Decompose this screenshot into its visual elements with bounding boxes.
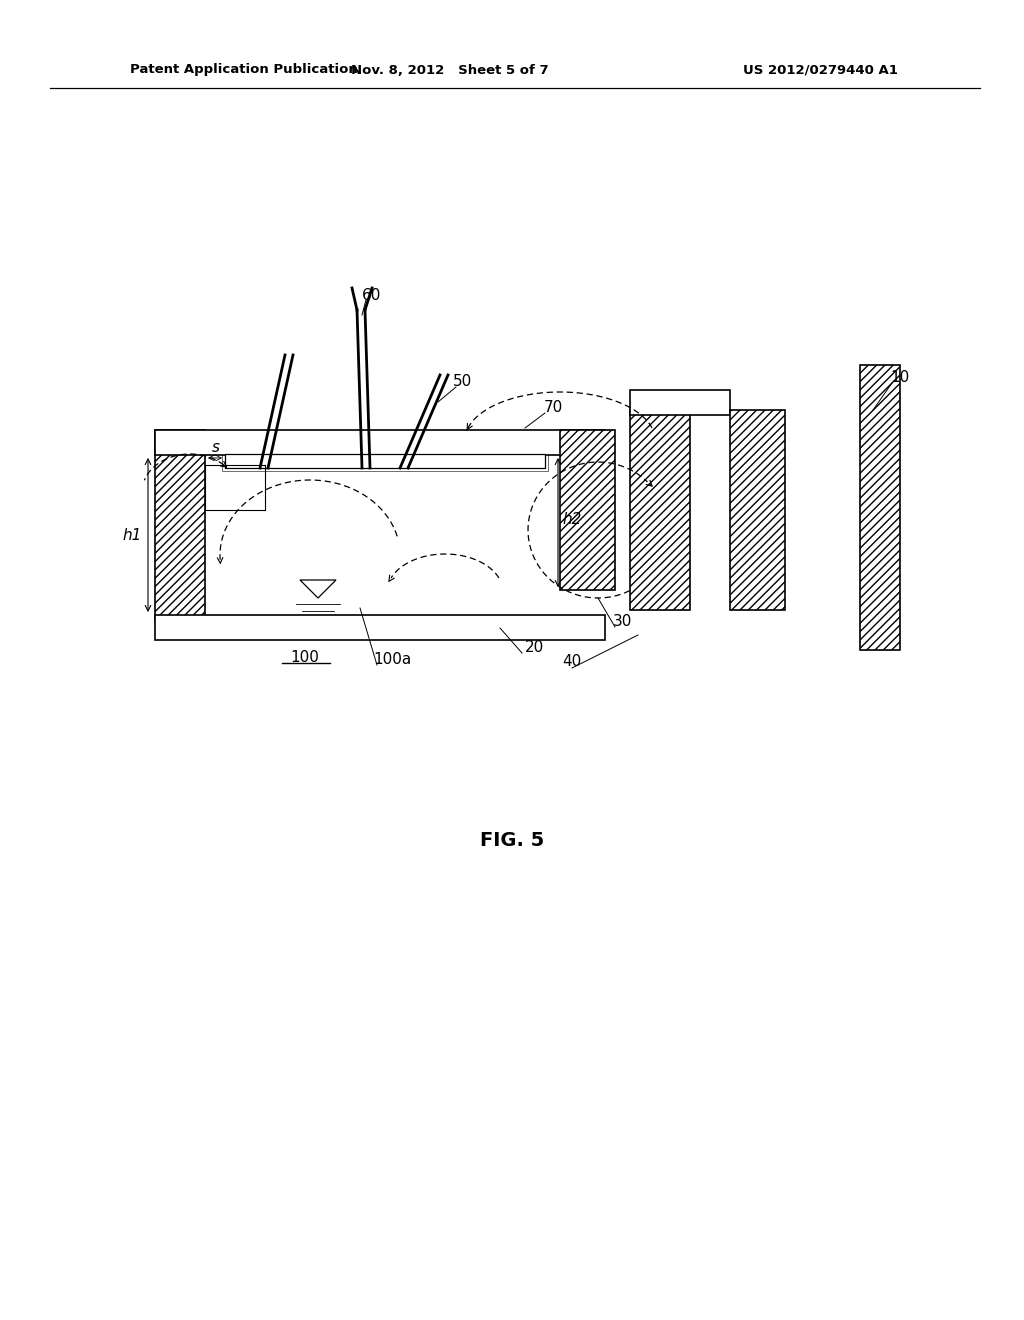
Bar xyxy=(155,615,605,640)
Bar xyxy=(155,430,205,620)
Text: s: s xyxy=(212,441,220,455)
Text: US 2012/0279440 A1: US 2012/0279440 A1 xyxy=(742,63,897,77)
Text: 100a: 100a xyxy=(373,652,411,668)
Bar xyxy=(222,451,548,471)
Text: 20: 20 xyxy=(525,640,545,656)
Text: h1: h1 xyxy=(122,528,141,543)
Bar xyxy=(630,389,730,414)
Bar xyxy=(860,366,900,649)
Text: FIG. 5: FIG. 5 xyxy=(480,830,544,850)
Bar xyxy=(155,430,605,455)
Bar xyxy=(730,411,785,610)
Text: 70: 70 xyxy=(544,400,562,416)
Bar xyxy=(630,411,690,610)
Text: 50: 50 xyxy=(454,375,473,389)
Text: 100: 100 xyxy=(291,651,319,665)
Text: Patent Application Publication: Patent Application Publication xyxy=(130,63,357,77)
Text: 10: 10 xyxy=(891,371,909,385)
Text: 60: 60 xyxy=(362,288,382,302)
Bar xyxy=(225,454,545,469)
Bar xyxy=(560,430,615,590)
Text: h2: h2 xyxy=(562,512,582,528)
Text: 40: 40 xyxy=(562,655,582,669)
Text: Nov. 8, 2012   Sheet 5 of 7: Nov. 8, 2012 Sheet 5 of 7 xyxy=(351,63,549,77)
Text: 30: 30 xyxy=(612,615,632,630)
